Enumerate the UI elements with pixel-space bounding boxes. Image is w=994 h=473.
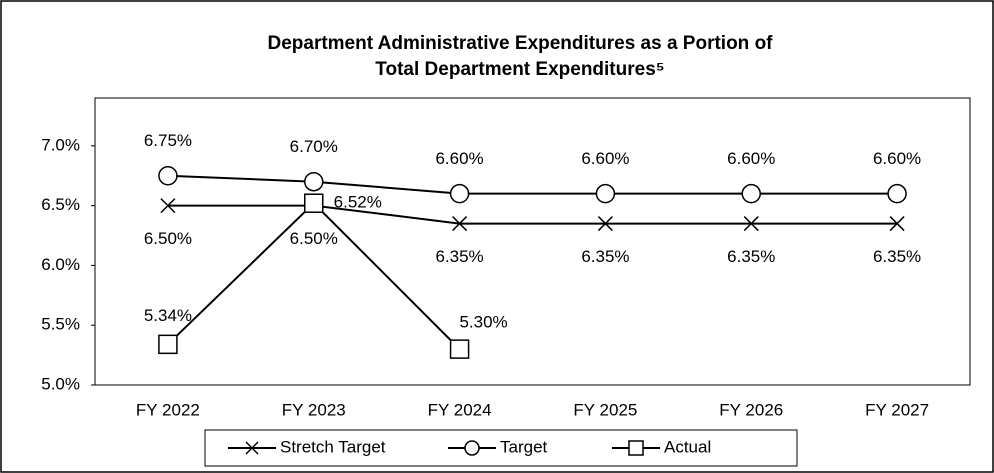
marker-x — [597, 216, 613, 232]
marker-x — [160, 198, 176, 214]
data-label: 6.52% — [334, 193, 382, 212]
data-label: 6.35% — [435, 247, 483, 266]
marker-x — [743, 216, 759, 232]
data-label: 6.60% — [727, 149, 775, 168]
series-line — [167, 204, 898, 225]
x-tick-label: FY 2024 — [428, 400, 492, 419]
data-label: 6.50% — [144, 229, 192, 248]
series-line — [167, 174, 898, 195]
marker-x — [452, 216, 468, 232]
legend-label: Target — [500, 437, 548, 456]
data-label: 6.35% — [873, 247, 921, 266]
x-tick-label: FY 2023 — [282, 400, 346, 419]
x-tick-label: FY 2027 — [865, 400, 929, 419]
legend-marker — [464, 440, 480, 456]
data-label: 5.30% — [459, 313, 507, 332]
plot-area — [94, 97, 971, 386]
legend-marker — [245, 441, 259, 455]
data-label: 6.60% — [435, 149, 483, 168]
marker-circle — [158, 165, 178, 186]
marker-square — [158, 334, 178, 355]
data-label: 6.75% — [144, 131, 192, 150]
legend-label: Stretch Target — [280, 437, 386, 456]
legend — [204, 429, 798, 467]
marker-square — [304, 193, 324, 213]
marker-square — [449, 339, 470, 359]
y-tick-label: 5.5% — [41, 315, 80, 334]
y-tick-label: 7.0% — [41, 135, 80, 154]
marker-circle — [887, 183, 907, 204]
x-tick-label: FY 2022 — [136, 400, 200, 419]
data-label: 6.50% — [290, 229, 338, 248]
marker-circle — [595, 183, 616, 204]
data-label: 6.70% — [290, 137, 338, 156]
x-tick-label: FY 2026 — [719, 400, 783, 419]
y-tick-label: 6.5% — [41, 195, 80, 214]
y-tick-label: 5.0% — [41, 374, 80, 393]
marker-x — [889, 216, 905, 232]
marker-circle — [304, 171, 324, 192]
marker-circle — [741, 183, 761, 204]
legend-marker — [628, 440, 644, 456]
x-tick-label: FY 2025 — [573, 400, 637, 419]
marker-circle — [449, 183, 470, 204]
data-label: 6.60% — [581, 149, 629, 168]
data-label: 6.35% — [727, 247, 775, 266]
legend-label: Actual — [664, 437, 711, 456]
y-tick-label: 6.0% — [41, 255, 80, 274]
data-label: 5.34% — [144, 306, 192, 325]
data-label: 6.35% — [581, 247, 629, 266]
data-label: 6.60% — [873, 149, 921, 168]
